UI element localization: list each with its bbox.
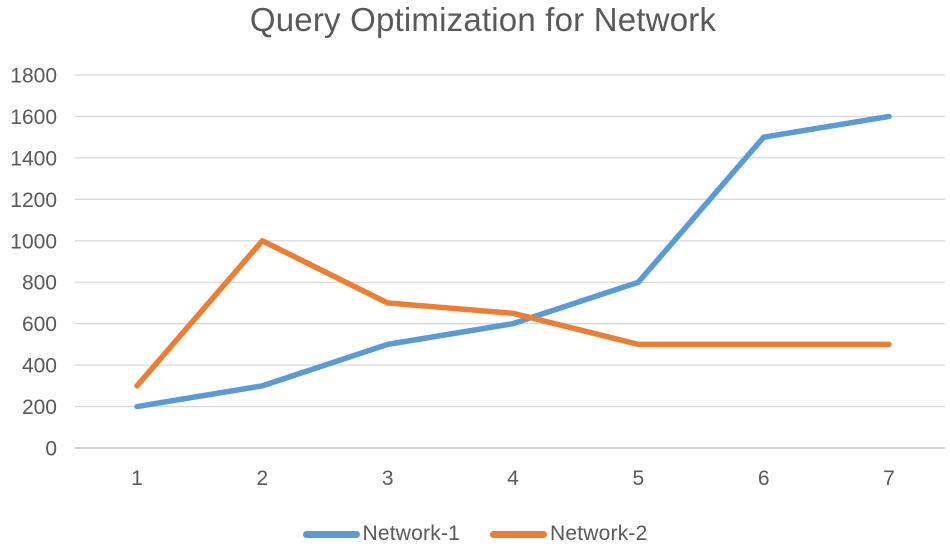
legend-swatch — [490, 530, 547, 538]
y-tick-label: 0 — [45, 438, 57, 461]
legend-item-network-1: Network-1 — [302, 522, 461, 546]
legend-label: Network-1 — [362, 522, 460, 545]
series-line-network-2 — [134, 238, 892, 389]
x-tick-label: 1 — [131, 467, 143, 490]
chart-title: Query Optimization for Network — [249, 1, 717, 38]
x-axis-labels: 1 2 3 4 5 6 7 — [131, 467, 895, 490]
gridlines — [75, 74, 945, 449]
series-line-network-1 — [134, 113, 892, 410]
y-tick-label: 600 — [22, 313, 57, 336]
y-tick-label: 1600 — [10, 106, 57, 129]
x-tick-label: 2 — [256, 467, 268, 490]
legend-label: Network-2 — [550, 522, 648, 545]
y-tick-label: 1200 — [10, 189, 57, 212]
y-tick-label: 400 — [22, 355, 57, 378]
x-tick-label: 7 — [883, 467, 895, 490]
y-axis-labels: 0 200 400 600 800 1000 1200 1400 1600 1800 — [10, 65, 57, 461]
legend-item-network-2: Network-2 — [490, 522, 648, 546]
y-tick-label: 200 — [22, 396, 57, 419]
x-tick-label: 6 — [758, 467, 770, 490]
chart-legend: Network-1 Network-2 — [0, 520, 950, 548]
legend-swatch — [302, 530, 360, 538]
y-tick-label: 800 — [22, 272, 57, 295]
x-tick-label: 3 — [382, 467, 394, 490]
y-tick-label: 1800 — [10, 65, 57, 88]
x-tick-label: 4 — [507, 467, 519, 490]
plot-area: 0 200 400 600 800 1000 1200 1400 1600 1800 1 2 3 4 5 6 7 — [10, 65, 945, 490]
y-tick-label: 1400 — [10, 147, 57, 170]
y-tick-label: 1000 — [10, 230, 57, 253]
x-tick-label: 5 — [632, 467, 644, 490]
